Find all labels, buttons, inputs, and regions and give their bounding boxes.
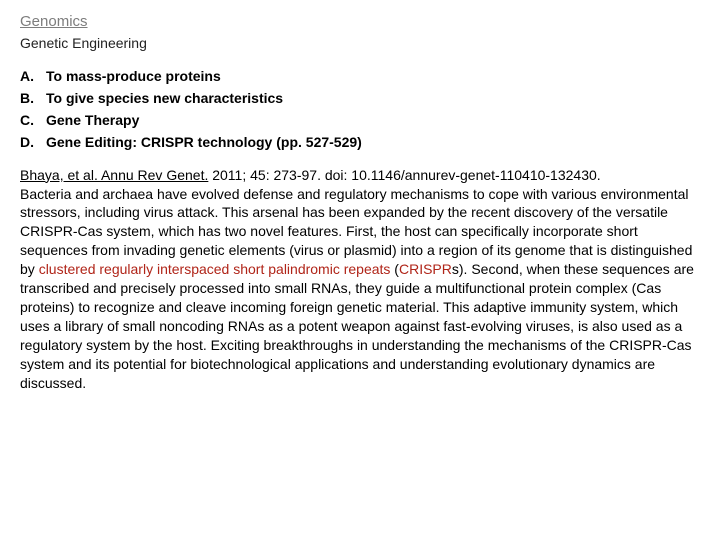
list-letter: A. — [20, 67, 46, 86]
list-item: A. To mass-produce proteins — [20, 67, 700, 86]
list-item: C. Gene Therapy — [20, 111, 700, 130]
page-subtitle-genetic-engineering: Genetic Engineering — [20, 34, 700, 53]
list-text: Gene Editing: CRISPR technology (pp. 527… — [46, 133, 362, 152]
abstract-paragraph: Bhaya, et al. Annu Rev Genet. 2011; 45: … — [20, 166, 700, 393]
citation-link[interactable]: Bhaya, et al. Annu Rev Genet. — [20, 167, 208, 183]
crispr-expansion: clustered regularly interspaced short pa… — [39, 261, 391, 277]
abstract-post: s). Second, when these sequences are tra… — [20, 261, 694, 390]
list-text: Gene Therapy — [46, 111, 139, 130]
list-text: To give species new characteristics — [46, 89, 283, 108]
list-item: D. Gene Editing: CRISPR technology (pp. … — [20, 133, 700, 152]
list-item: B. To give species new characteristics — [20, 89, 700, 108]
outline-list: A. To mass-produce proteins B. To give s… — [20, 67, 700, 152]
crispr-acronym: CRISPR — [399, 261, 452, 277]
list-letter: D. — [20, 133, 46, 152]
abstract-mid: ( — [390, 261, 399, 277]
list-letter: B. — [20, 89, 46, 108]
list-text: To mass-produce proteins — [46, 67, 221, 86]
list-letter: C. — [20, 111, 46, 130]
page-title-genomics: Genomics — [20, 12, 700, 32]
citation-rest: 2011; 45: 273-97. doi: 10.1146/annurev-g… — [208, 167, 600, 183]
